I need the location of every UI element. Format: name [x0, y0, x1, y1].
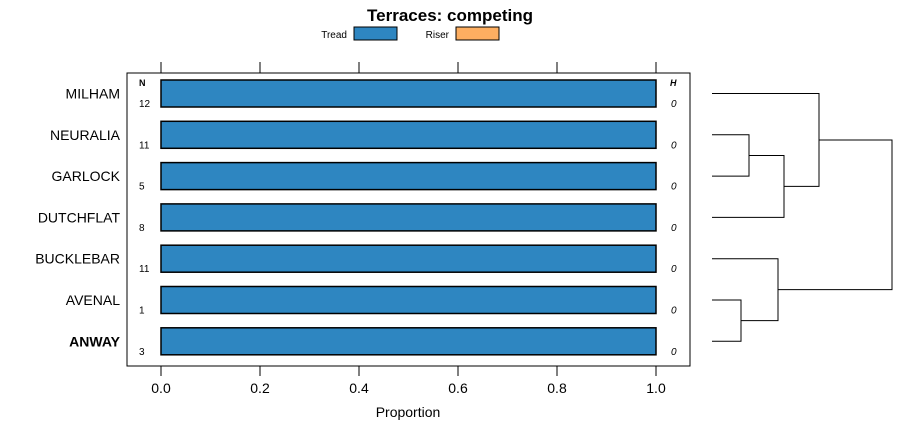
n-value: 8 — [139, 223, 145, 234]
bar-avenal-tread — [160, 285, 657, 315]
x-tick-label: 0.6 — [448, 380, 468, 396]
n-value: 11 — [139, 140, 150, 151]
h-value: 0 — [671, 99, 677, 110]
n-value: 1 — [139, 306, 145, 317]
dendrogram — [712, 93, 893, 342]
n-value: 11 — [139, 264, 150, 275]
bars — [160, 79, 657, 356]
x-tick-label: 1.0 — [646, 380, 666, 396]
legend-swatch-tread — [353, 26, 398, 41]
x-tick-label: 0.8 — [547, 380, 567, 396]
row-label-bucklebar: BUCKLEBAR — [35, 251, 120, 267]
row-label-dutchflat: DUTCHFLAT — [38, 209, 121, 225]
dendro-link — [712, 258, 779, 322]
h-value: 0 — [671, 140, 677, 151]
top-axis-ticks — [160, 62, 657, 73]
x-tick-label: 0.2 — [250, 380, 270, 396]
x-axis-label: Proportion — [376, 404, 441, 420]
dendro-link — [712, 299, 742, 342]
h-value: 0 — [671, 306, 677, 317]
h-value: 0 — [671, 182, 677, 193]
h-header: H — [670, 78, 677, 88]
legend-label-riser: Riser — [426, 30, 450, 41]
bar-anway-tread — [160, 327, 657, 356]
dendro-link — [712, 154, 785, 218]
bar-garlock-tread — [160, 161, 657, 191]
x-tick-label: 0.4 — [349, 380, 369, 396]
n-value: 3 — [139, 347, 145, 358]
row-label-garlock: GARLOCK — [52, 168, 121, 184]
x-tick-label: 0.0 — [151, 380, 171, 396]
legend: Tread Riser — [321, 26, 500, 41]
row-labels: MILHAM NEURALIA GARLOCK DUTCHFLAT BUCKLEBAR A… — [35, 86, 120, 350]
row-label-avenal: AVENAL — [66, 292, 120, 308]
n-value: 5 — [139, 182, 145, 193]
dendro-link — [712, 93, 820, 187]
h-column: H 0 0 0 0 0 0 0 — [670, 78, 677, 358]
chart-title: Terraces: competing — [367, 6, 533, 25]
row-label-neuralia: NEURALIA — [50, 127, 121, 143]
legend-swatch-riser — [455, 26, 500, 41]
legend-label-tread: Tread — [321, 30, 347, 41]
dendro-link — [712, 134, 750, 177]
n-value: 12 — [139, 99, 151, 110]
h-value: 0 — [671, 223, 677, 234]
bar-milham-tread — [160, 79, 657, 108]
h-value: 0 — [671, 264, 677, 275]
x-axis: 0.0 0.2 0.4 0.6 0.8 1.0 — [151, 366, 666, 396]
plot-panel — [126, 72, 691, 367]
h-value: 0 — [671, 347, 677, 358]
row-label-milham: MILHAM — [66, 86, 120, 102]
bar-dutchflat-tread — [160, 203, 657, 232]
n-header: N — [139, 78, 146, 88]
row-label-anway: ANWAY — [69, 333, 120, 349]
bar-neuralia-tread — [160, 120, 657, 150]
dendro-link — [778, 139, 893, 291]
bar-bucklebar-tread — [160, 244, 657, 273]
